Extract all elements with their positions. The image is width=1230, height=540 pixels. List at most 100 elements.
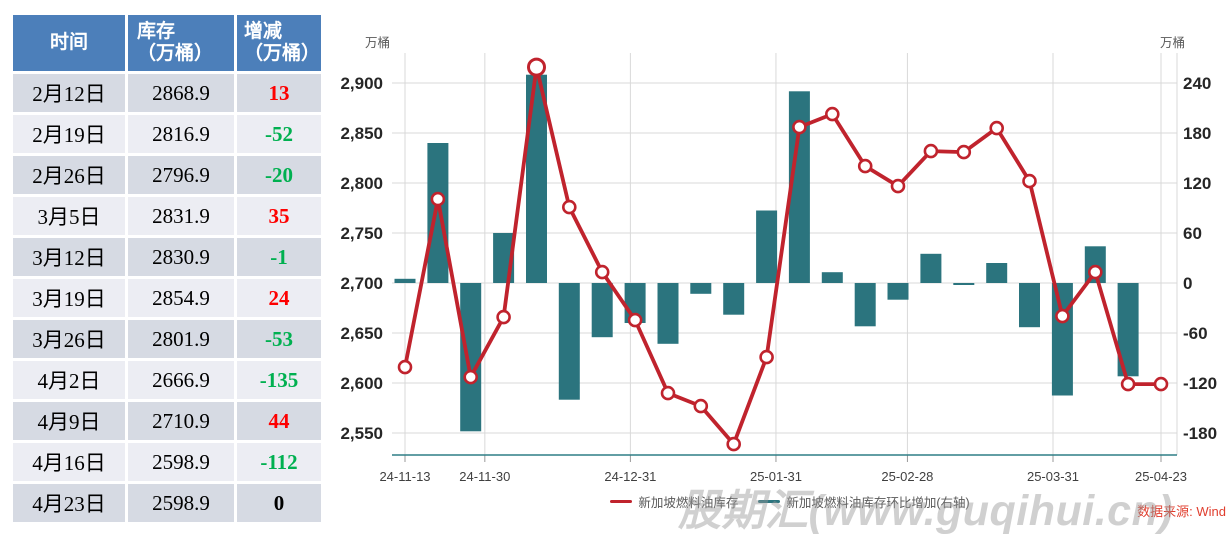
right-axis-label: -120 xyxy=(1183,374,1217,393)
line-marker xyxy=(627,312,643,328)
bar xyxy=(558,283,580,400)
cell-inventory: 2801.9 xyxy=(128,320,234,358)
right-axis-label: -180 xyxy=(1183,424,1217,443)
line-marker xyxy=(562,199,577,215)
x-axis-label: 25-02-28 xyxy=(881,469,933,484)
header-change: 增减 （万桶） xyxy=(237,15,321,71)
cell-date: 2月12日 xyxy=(13,74,125,112)
x-axis-label: 25-03-31 xyxy=(1027,469,1079,484)
bar xyxy=(591,283,613,338)
line-marker xyxy=(989,120,1005,136)
x-axis-label: 25-01-31 xyxy=(750,469,802,484)
bar xyxy=(887,283,909,300)
bar-series xyxy=(394,74,1139,432)
bar xyxy=(1019,283,1040,328)
left-axis-label: 2,600 xyxy=(340,374,383,393)
cell-inventory: 2868.9 xyxy=(128,74,234,112)
table-header: 时间 库存 （万桶） 增减 （万桶） xyxy=(13,15,321,71)
left-axis-label: 2,550 xyxy=(340,424,383,443)
legend-item-line: 新加坡燃料油库存 xyxy=(610,492,738,511)
line-marker xyxy=(1153,376,1169,392)
line-marker xyxy=(430,191,446,207)
legend-bar-swatch xyxy=(758,499,781,504)
left-axis-label: 2,650 xyxy=(340,324,383,343)
line-series xyxy=(403,65,1163,447)
legend-item-bar: 新加坡燃料油库存环比增加(右轴) xyxy=(758,492,970,511)
bar xyxy=(788,91,810,283)
right-axis-label: 60 xyxy=(1183,224,1202,243)
bar xyxy=(1117,283,1139,377)
cell-change: 0 xyxy=(237,484,321,522)
line-marker xyxy=(693,398,709,414)
chart-panel: 2,900 2,850 2,800 2,750 2,700 2,650 2,600 2,550… xyxy=(330,0,1230,540)
table-row: 3月12日 2830.9 -1 xyxy=(13,238,321,276)
line-marker xyxy=(890,178,906,194)
cell-date: 4月23日 xyxy=(13,484,125,522)
cell-date: 4月16日 xyxy=(13,443,125,481)
bar xyxy=(657,283,679,344)
bar xyxy=(526,74,547,283)
cell-inventory: 2831.9 xyxy=(128,197,234,235)
chart-legend: 新加坡燃料油库存 新加坡燃料油库存环比增加(右轴) xyxy=(350,492,1230,511)
bar xyxy=(953,283,975,285)
table-row: 4月23日 2598.9 0 xyxy=(13,484,321,522)
bar xyxy=(920,253,942,283)
right-axis-label: -60 xyxy=(1183,324,1208,343)
x-axis-label: 25-04-23 xyxy=(1135,469,1187,484)
line-marker xyxy=(496,309,511,325)
table-row: 2月26日 2796.9 -20 xyxy=(13,156,321,194)
table-row: 2月12日 2868.9 13 xyxy=(13,74,321,112)
line-marker xyxy=(956,144,972,160)
line-marker xyxy=(594,264,610,280)
cell-date: 4月9日 xyxy=(13,402,125,440)
table-row: 2月19日 2816.9 -52 xyxy=(13,115,321,153)
table-row: 3月5日 2831.9 35 xyxy=(13,197,321,235)
line-marker xyxy=(857,158,873,174)
inventory-data-table: 时间 库存 （万桶） 增减 （万桶） 2月12日 2868.9 13 2月19日 281… xyxy=(10,12,324,525)
bar xyxy=(460,283,482,432)
x-axis-label: 24-11-13 xyxy=(379,469,430,484)
line-marker xyxy=(1022,173,1037,189)
cell-date: 2月26日 xyxy=(13,156,125,194)
cell-inventory: 2816.9 xyxy=(128,115,234,153)
cell-change: 13 xyxy=(237,74,321,112)
cell-inventory: 2830.9 xyxy=(128,238,234,276)
legend-bar-label: 新加坡燃料油库存环比增加(右轴) xyxy=(786,496,970,510)
left-axis-label: 2,750 xyxy=(340,224,383,243)
right-axis-label: 120 xyxy=(1183,174,1211,193)
cell-date: 3月19日 xyxy=(13,279,125,317)
bar xyxy=(756,210,778,283)
line-marker xyxy=(1055,308,1070,324)
x-axis-label: 24-12-31 xyxy=(604,469,656,484)
cell-change: -53 xyxy=(237,320,321,358)
cell-change: 24 xyxy=(237,279,321,317)
left-axis-unit: 万桶 xyxy=(365,35,390,50)
line-marker xyxy=(759,349,774,365)
bar xyxy=(394,278,416,283)
table-row: 4月2日 2666.9 -135 xyxy=(13,361,321,399)
header-time: 时间 xyxy=(13,15,125,71)
inventory-chart: 2,900 2,850 2,800 2,750 2,700 2,650 2,600 2,550… xyxy=(340,35,1217,484)
cell-date: 4月2日 xyxy=(13,361,125,399)
cell-date: 3月5日 xyxy=(13,197,125,235)
data-source-note: 数据来源: Wind xyxy=(1137,504,1226,519)
cell-change: -112 xyxy=(237,443,321,481)
left-axis-label: 2,800 xyxy=(340,174,383,193)
cell-inventory: 2796.9 xyxy=(128,156,234,194)
line-marker xyxy=(463,369,478,385)
cell-date: 3月26日 xyxy=(13,320,125,358)
right-axis-label: 240 xyxy=(1183,74,1211,93)
header-inventory: 库存 （万桶） xyxy=(128,15,234,71)
legend-line-swatch xyxy=(610,499,633,504)
inventory-table: 时间 库存 （万桶） 增减 （万桶） 2月12日 2868.9 13 2月19日 281… xyxy=(10,12,324,525)
table-row: 3月19日 2854.9 24 xyxy=(13,279,321,317)
table-body: 2月12日 2868.9 13 2月19日 2816.9 -52 2月26日 2796.9 -2… xyxy=(13,74,321,522)
cell-change: -1 xyxy=(237,238,321,276)
line-marker xyxy=(1087,264,1103,280)
bar xyxy=(690,283,712,294)
right-axis-unit: 万桶 xyxy=(1160,35,1185,50)
line-marker xyxy=(923,143,939,159)
left-axis-label: 2,850 xyxy=(340,124,383,143)
cell-date: 3月12日 xyxy=(13,238,125,276)
